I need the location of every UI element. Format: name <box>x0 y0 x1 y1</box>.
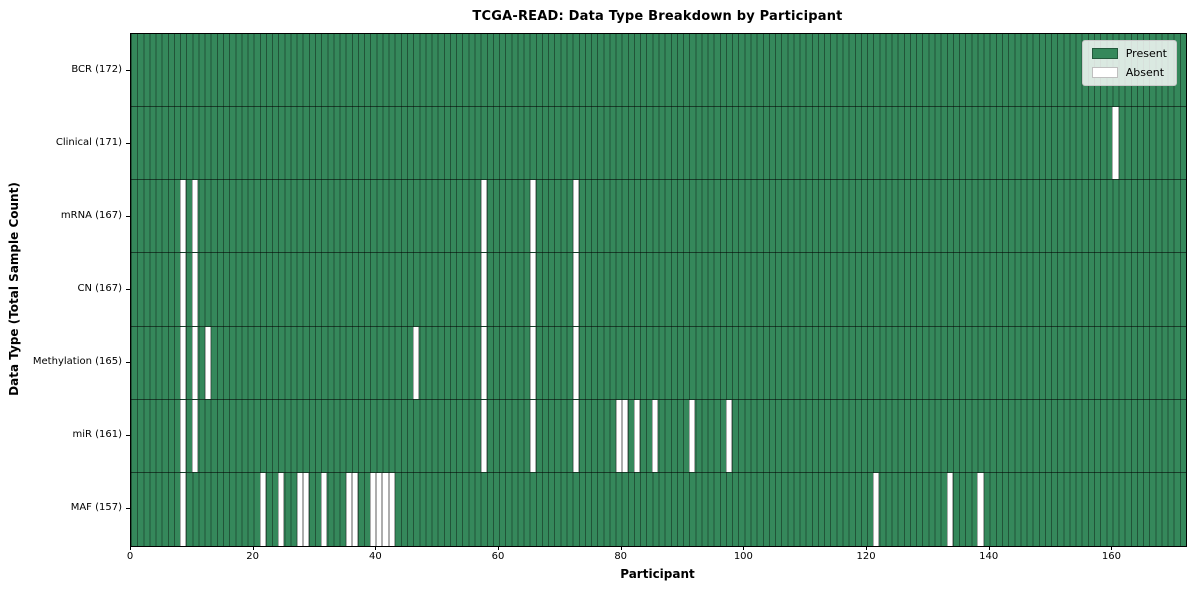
absent-cell <box>572 253 579 326</box>
y-tick-mark <box>126 435 130 437</box>
x-axis-label: Participant <box>620 567 695 581</box>
absent-cell <box>873 472 880 546</box>
y-tick-label-methylation: Methylation (165) <box>32 356 122 368</box>
absent-cell <box>633 399 641 472</box>
legend-absent-label: Absent <box>1125 66 1165 79</box>
x-tick-mark <box>988 546 990 550</box>
x-tick-label-160: 160 <box>1101 551 1121 562</box>
x-tick-mark <box>498 546 500 550</box>
absent-cell <box>376 472 383 546</box>
absent-cell <box>180 253 187 326</box>
y-tick-label-clinical: Clinical (171) <box>55 136 122 148</box>
y-tick-mark <box>126 289 130 290</box>
absent-cell <box>278 472 285 546</box>
heatmap-row-mrna <box>131 180 1186 254</box>
heatmap-row-maf <box>131 472 1186 546</box>
absent-cell <box>192 253 199 326</box>
chart-title: TCGA-READ: Data Type Breakdown by Partic… <box>472 9 843 24</box>
absent-cell <box>382 472 389 546</box>
plot-area: Present Absent <box>130 33 1187 547</box>
absent-cell <box>480 253 487 326</box>
heatmap-row-clinical <box>131 107 1186 181</box>
absent-cell <box>572 399 579 472</box>
y-tick-mark <box>126 508 130 510</box>
absent-cell <box>652 399 659 472</box>
absent-cell <box>180 326 187 399</box>
x-tick-mark <box>1111 546 1113 550</box>
x-tick-mark <box>866 546 868 550</box>
absent-cell <box>302 472 309 546</box>
x-tick-label-100: 100 <box>733 551 753 562</box>
absent-cell <box>388 472 395 546</box>
y-tick-mark <box>126 142 130 144</box>
absent-cell <box>413 326 420 399</box>
absent-cell <box>572 326 579 399</box>
absent-cell <box>192 326 199 399</box>
absent-cell <box>977 472 984 546</box>
x-tick-mark <box>620 546 622 550</box>
absent-cell <box>529 180 536 253</box>
legend-item-present: Present <box>1091 47 1167 60</box>
legend: Present Absent <box>1081 40 1177 86</box>
heatmap-row-methylation <box>131 326 1186 400</box>
x-tick-label-0: 0 <box>126 551 134 562</box>
absent-cell <box>480 180 487 253</box>
absent-cell <box>192 180 199 253</box>
y-tick-mark <box>126 362 130 364</box>
y-tick-label-mir: miR (161) <box>72 429 122 441</box>
x-tick-mark <box>743 546 745 550</box>
y-tick-mark <box>126 69 130 71</box>
absent-cell <box>572 180 579 253</box>
absent-cell <box>480 399 487 472</box>
absent-cell <box>192 399 199 472</box>
x-tick-mark <box>130 546 131 550</box>
absent-cell <box>180 472 187 546</box>
absent-cell <box>480 326 487 399</box>
y-tick-label-mrna: mRNA (167) <box>60 209 122 221</box>
absent-cell <box>180 180 187 253</box>
legend-present-swatch <box>1091 48 1118 59</box>
absent-cell <box>321 472 328 546</box>
heatmap-row-cn <box>131 253 1186 327</box>
absent-cell <box>529 326 536 399</box>
x-tick-label-80: 80 <box>614 551 628 562</box>
absent-cell <box>370 472 377 546</box>
absent-cell <box>259 472 266 546</box>
y-tick-label-bcr: BCR (172) <box>71 63 122 75</box>
absent-cell <box>615 399 622 472</box>
y-tick-label-maf: MAF (157) <box>70 502 122 514</box>
x-tick-label-20: 20 <box>246 551 260 562</box>
x-tick-mark <box>252 546 254 550</box>
legend-present-label: Present <box>1125 47 1167 60</box>
y-tick-mark <box>126 215 130 217</box>
absent-cell <box>946 472 953 546</box>
x-tick-label-140: 140 <box>979 551 999 562</box>
absent-cell <box>204 326 211 399</box>
absent-cell <box>689 399 696 472</box>
x-tick-mark <box>375 546 377 550</box>
x-tick-label-120: 120 <box>856 551 876 562</box>
absent-cell <box>1112 107 1119 180</box>
absent-cell <box>621 399 628 472</box>
legend-absent-swatch <box>1091 67 1118 78</box>
absent-cell <box>529 399 536 472</box>
legend-item-absent: Absent <box>1091 66 1167 79</box>
heatmap-row-mir <box>131 399 1186 473</box>
absent-cell <box>529 253 536 326</box>
heatmap-row-bcr <box>131 34 1186 108</box>
absent-cell <box>345 472 352 546</box>
x-tick-label-60: 60 <box>491 551 505 562</box>
absent-cell <box>725 399 733 472</box>
absent-cell <box>180 399 187 472</box>
absent-cell <box>296 472 303 546</box>
absent-cell <box>351 472 358 546</box>
y-tick-label-cn: CN (167) <box>77 283 122 294</box>
x-tick-label-40: 40 <box>368 551 382 562</box>
